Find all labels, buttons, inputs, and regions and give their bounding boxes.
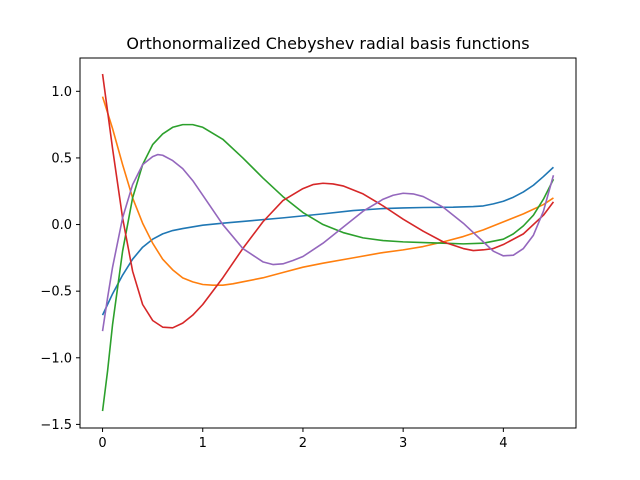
y-tick-label: 0.0: [51, 218, 72, 233]
y-tick-label: −1.5: [40, 418, 72, 433]
y-tick-label: 1.0: [51, 85, 72, 100]
x-tick-label: 0: [98, 436, 106, 451]
series-line-4: [101, 73, 555, 329]
axes-frame: [79, 57, 577, 429]
x-tick-label: 1: [199, 436, 207, 451]
y-tick-label: 0.5: [51, 151, 72, 166]
chart-title: Orthonormalized Chebyshev radial basis f…: [126, 34, 529, 53]
x-axis: 0 1 2 3 4: [98, 428, 507, 451]
x-tick-label: 4: [499, 436, 507, 451]
series-line-2: [101, 96, 554, 286]
plot-lines: [101, 73, 555, 412]
y-tick-label: −0.5: [40, 285, 72, 300]
y-axis: 1.0 0.5 0.0 −0.5 −1.0 −1.5: [40, 85, 80, 433]
series-line-1: [101, 166, 554, 316]
series-line-3: [101, 123, 555, 412]
x-tick-label: 2: [299, 436, 307, 451]
x-tick-label: 3: [399, 436, 407, 451]
y-tick-label: −1.0: [40, 351, 72, 366]
series-line-5: [101, 153, 555, 332]
